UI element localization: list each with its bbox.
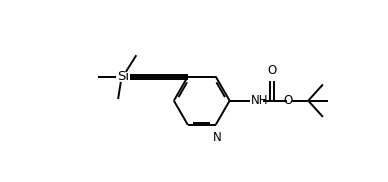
Text: Si: Si	[117, 70, 129, 83]
Text: O: O	[267, 64, 277, 78]
Text: N: N	[213, 131, 222, 144]
Text: O: O	[284, 94, 293, 107]
Text: NH: NH	[251, 94, 268, 107]
